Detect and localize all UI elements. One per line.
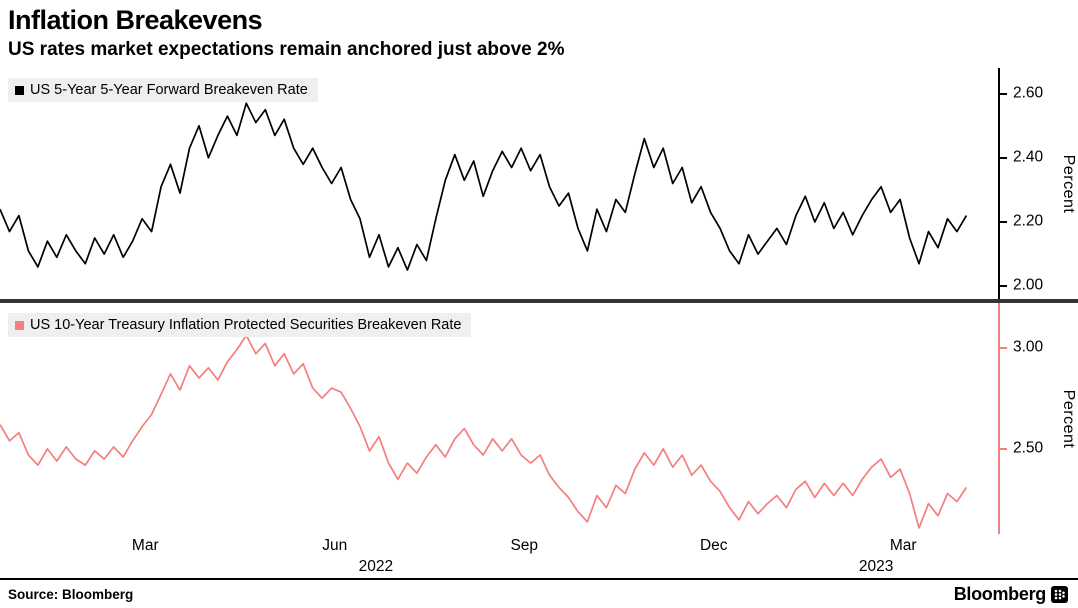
bottom-series-swatch-icon bbox=[15, 320, 24, 330]
y-tick-mark bbox=[1000, 221, 1007, 223]
bottom-line-series bbox=[0, 334, 968, 529]
bottom-legend: US 10-Year Treasury Inflation Protected … bbox=[8, 313, 472, 337]
bottom-series-label: US 10-Year Treasury Inflation Protected … bbox=[30, 317, 462, 333]
top-plot-area: US 5-Year 5-Year Forward Breakeven Rate bbox=[0, 68, 998, 299]
x-tick-label: Mar bbox=[131, 537, 159, 554]
chart-header: Inflation Breakevens US rates market exp… bbox=[0, 0, 1078, 68]
top-line-series bbox=[0, 102, 968, 271]
x-tick-label: Sep bbox=[510, 537, 539, 554]
x-year-label: 2023 bbox=[858, 558, 894, 575]
y-tick-label: 2.00 bbox=[1013, 276, 1044, 294]
figure-footer: Source: Bloomberg Bloomberg bbox=[0, 578, 1078, 608]
bottom-y-axis: Percent 2.50 3.00 bbox=[998, 303, 1078, 534]
y-tick-mark bbox=[1000, 92, 1007, 95]
panel-divider bbox=[0, 299, 1078, 303]
top-y-axis-title: Percent bbox=[1060, 154, 1077, 213]
bloomberg-wordmark: Bloomberg bbox=[953, 583, 1047, 604]
bottom-panel: US 10-Year Treasury Inflation Protected … bbox=[0, 303, 1078, 534]
bottom-plot-area: US 10-Year Treasury Inflation Protected … bbox=[0, 303, 998, 534]
top-series-swatch-icon bbox=[15, 85, 24, 95]
x-tick-label: Mar bbox=[889, 537, 917, 554]
top-panel: US 5-Year 5-Year Forward Breakeven Rate … bbox=[0, 68, 1078, 299]
y-tick-mark bbox=[1000, 285, 1007, 288]
source-credit: Source: Bloomberg bbox=[8, 586, 134, 602]
y-tick-mark bbox=[1000, 156, 1007, 159]
bottom-y-axis-title: Percent bbox=[1060, 389, 1077, 448]
chart-subtitle: US rates market expectations remain anch… bbox=[8, 39, 565, 60]
y-tick-label: 2.20 bbox=[1013, 212, 1044, 230]
x-year-label: 2022 bbox=[358, 558, 394, 575]
x-axis: Mar Jun Sep Dec Mar 2022 2023 bbox=[0, 534, 998, 578]
x-tick-label: Jun bbox=[322, 537, 348, 554]
y-tick-label: 2.60 bbox=[1013, 84, 1044, 102]
bloomberg-brand: Bloomberg bbox=[954, 584, 1068, 605]
y-tick-label: 2.50 bbox=[1013, 439, 1044, 457]
bloomberg-logo-icon bbox=[1051, 585, 1068, 603]
chart-title: Inflation Breakevens bbox=[8, 5, 263, 35]
top-series-label: US 5-Year 5-Year Forward Breakeven Rate bbox=[30, 82, 308, 98]
top-legend: US 5-Year 5-Year Forward Breakeven Rate bbox=[8, 78, 318, 102]
y-tick-mark bbox=[1000, 346, 1007, 349]
x-tick-label: Dec bbox=[699, 537, 728, 554]
y-tick-label: 3.00 bbox=[1013, 338, 1044, 356]
y-tick-label: 2.40 bbox=[1013, 148, 1044, 166]
y-tick-mark bbox=[1000, 447, 1007, 450]
top-y-axis: Percent 2.00 2.20 2.40 2.60 bbox=[998, 68, 1078, 299]
